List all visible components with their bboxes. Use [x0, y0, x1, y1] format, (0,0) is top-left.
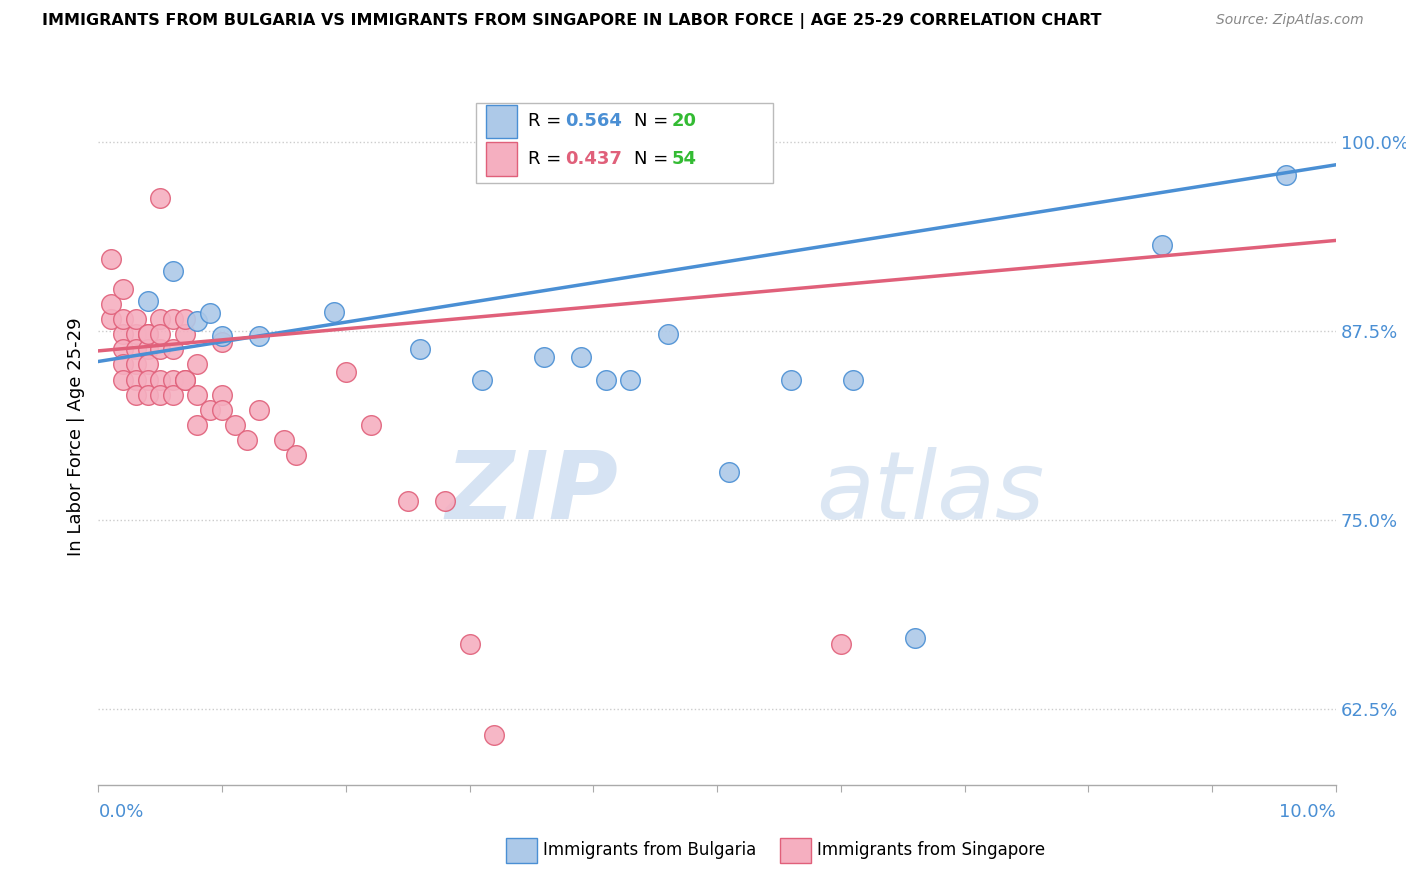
Point: [595, 373, 617, 387]
Point: [224, 417, 246, 432]
Point: [174, 327, 197, 342]
Text: N =: N =: [634, 150, 673, 168]
Point: [396, 493, 419, 508]
Point: [136, 388, 159, 402]
Point: [619, 373, 641, 387]
Point: [112, 282, 135, 296]
Point: [211, 334, 233, 349]
Point: [149, 312, 172, 326]
Point: [904, 632, 927, 646]
Point: [149, 343, 172, 357]
Text: R =: R =: [527, 112, 567, 130]
Point: [842, 373, 865, 387]
Point: [247, 402, 270, 417]
Bar: [475, 103, 773, 183]
Point: [149, 327, 172, 342]
Point: [322, 304, 344, 318]
Point: [174, 312, 197, 326]
Point: [149, 388, 172, 402]
Point: [100, 312, 122, 326]
Point: [162, 343, 184, 357]
Text: N =: N =: [634, 112, 673, 130]
Point: [780, 373, 803, 387]
Point: [198, 402, 221, 417]
Text: Immigrants from Singapore: Immigrants from Singapore: [817, 841, 1045, 859]
Point: [1152, 238, 1174, 252]
Point: [112, 327, 135, 342]
Text: 54: 54: [671, 150, 696, 168]
Bar: [485, 104, 516, 138]
Text: ZIP: ZIP: [446, 447, 619, 539]
Point: [136, 373, 159, 387]
Text: atlas: atlas: [815, 447, 1045, 538]
Bar: [485, 142, 516, 176]
Point: [100, 252, 122, 266]
Point: [136, 293, 159, 308]
Point: [136, 358, 159, 372]
Point: [136, 327, 159, 342]
Point: [186, 417, 208, 432]
Point: [124, 327, 146, 342]
Point: [124, 358, 146, 372]
Point: [236, 433, 259, 447]
Point: [124, 343, 146, 357]
Text: Source: ZipAtlas.com: Source: ZipAtlas.com: [1216, 13, 1364, 28]
Point: [569, 350, 592, 364]
Y-axis label: In Labor Force | Age 25-29: In Labor Force | Age 25-29: [66, 318, 84, 557]
Point: [360, 417, 382, 432]
Point: [112, 358, 135, 372]
Point: [484, 728, 506, 742]
Point: [657, 327, 679, 342]
Text: 10.0%: 10.0%: [1279, 803, 1336, 822]
Point: [124, 388, 146, 402]
Point: [149, 373, 172, 387]
Point: [718, 465, 741, 479]
Point: [409, 343, 432, 357]
Point: [211, 388, 233, 402]
Point: [211, 328, 233, 343]
Point: [124, 312, 146, 326]
Point: [149, 191, 172, 205]
Point: [198, 306, 221, 320]
Point: [533, 350, 555, 364]
Point: [285, 448, 308, 462]
Text: Immigrants from Bulgaria: Immigrants from Bulgaria: [543, 841, 756, 859]
Point: [174, 373, 197, 387]
Text: 0.0%: 0.0%: [98, 803, 143, 822]
Point: [136, 327, 159, 342]
Point: [112, 312, 135, 326]
Point: [458, 637, 481, 651]
Point: [1275, 169, 1298, 183]
Text: 0.437: 0.437: [565, 150, 621, 168]
Point: [124, 373, 146, 387]
Point: [100, 297, 122, 311]
Text: R =: R =: [527, 150, 567, 168]
Point: [162, 312, 184, 326]
Text: 0.564: 0.564: [565, 112, 621, 130]
Point: [247, 328, 270, 343]
Point: [186, 358, 208, 372]
Point: [830, 637, 852, 651]
Point: [174, 373, 197, 387]
Point: [162, 388, 184, 402]
Point: [471, 373, 494, 387]
Text: IMMIGRANTS FROM BULGARIA VS IMMIGRANTS FROM SINGAPORE IN LABOR FORCE | AGE 25-29: IMMIGRANTS FROM BULGARIA VS IMMIGRANTS F…: [42, 13, 1102, 29]
Point: [273, 433, 295, 447]
Point: [211, 402, 233, 417]
Point: [136, 343, 159, 357]
Point: [112, 373, 135, 387]
Point: [112, 343, 135, 357]
Point: [162, 263, 184, 277]
Point: [186, 313, 208, 327]
Point: [335, 365, 357, 379]
Point: [162, 373, 184, 387]
Text: 20: 20: [671, 112, 696, 130]
Point: [186, 388, 208, 402]
Point: [433, 493, 456, 508]
